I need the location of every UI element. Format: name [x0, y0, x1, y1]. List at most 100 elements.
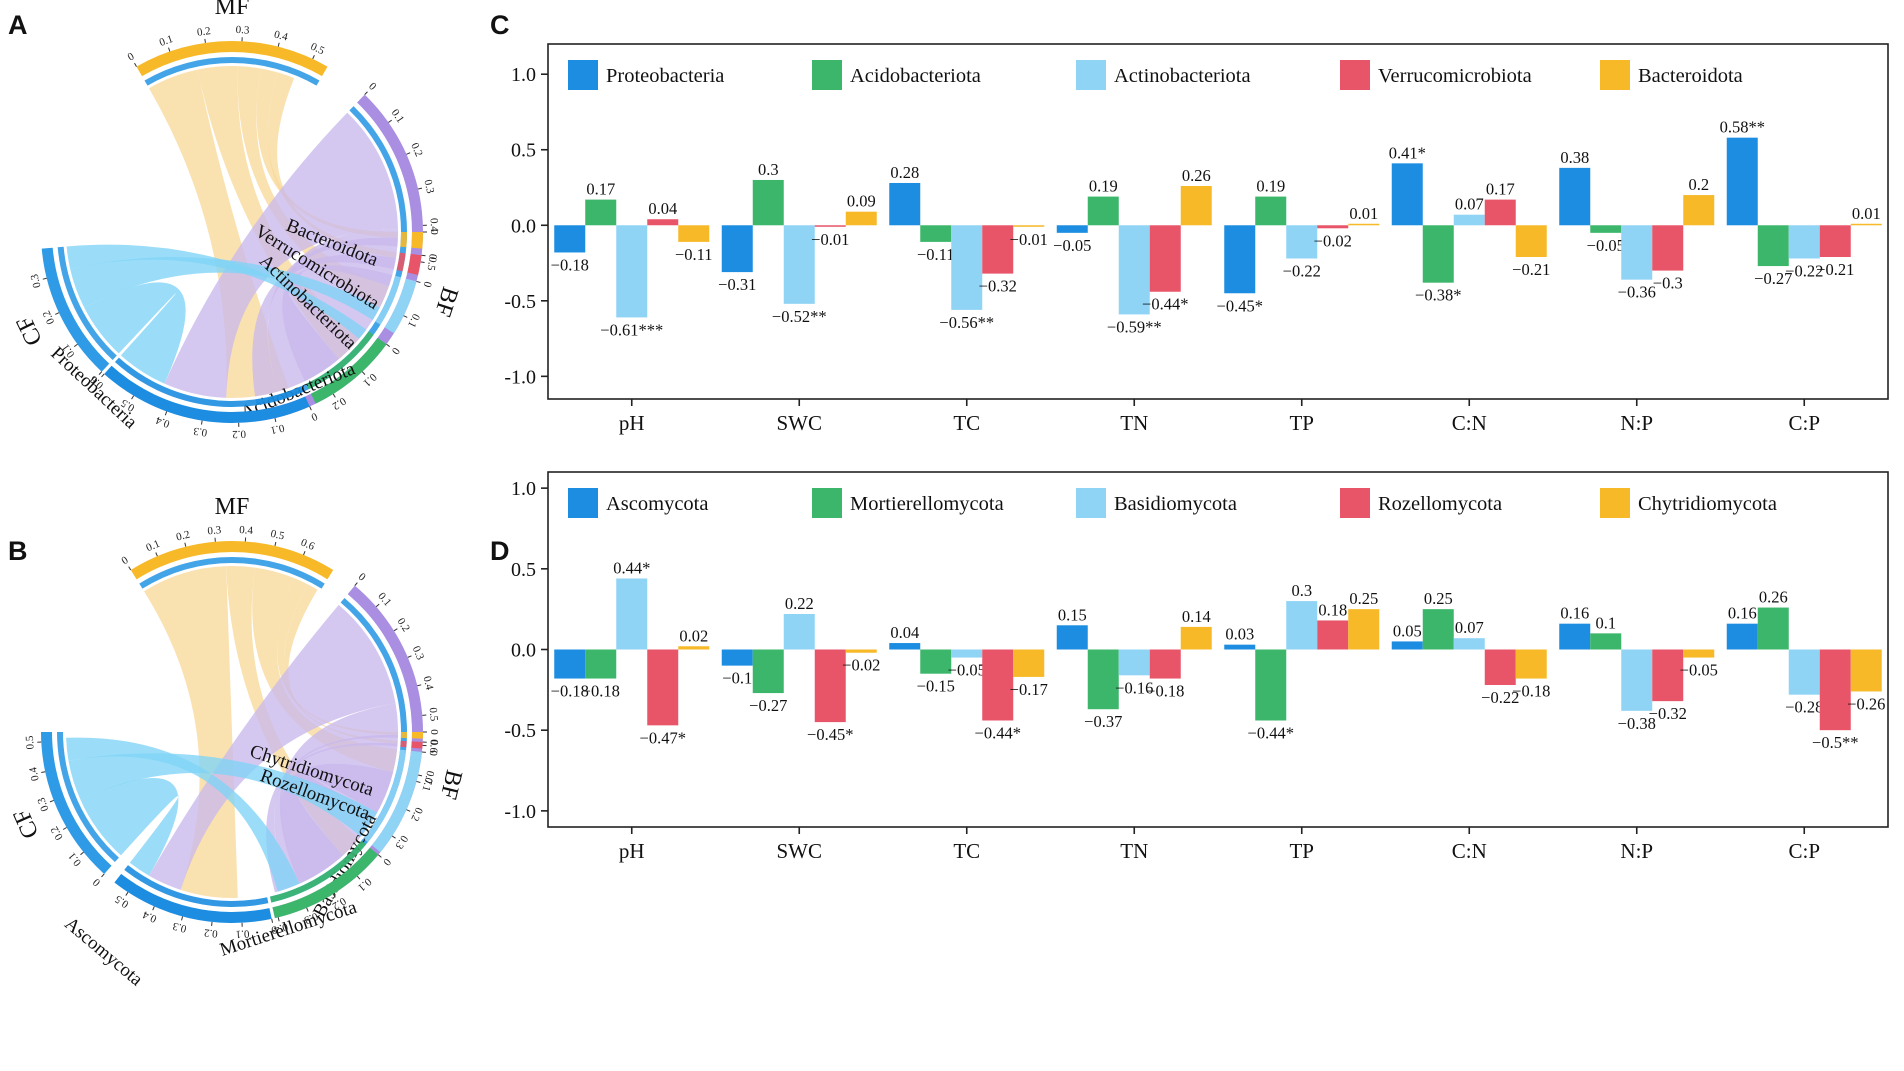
- bar-mortierellomycota-tp: [1255, 649, 1287, 721]
- data-label-actinobacteriota-tn: −0.59**: [1107, 317, 1162, 336]
- legend-label-bacteroidota: Bacteroidota: [1638, 65, 1743, 87]
- bar-verrucomicrobiota-swc: [814, 225, 846, 227]
- y-tick-label: 1.0: [511, 478, 536, 500]
- bar-acidobacteriota-c-n: [1422, 225, 1454, 283]
- inner-band-acidobacteriota: [306, 331, 374, 390]
- bar-basidiomycota-tc: [951, 649, 983, 658]
- bar-acidobacteriota-ph: [585, 199, 617, 226]
- ring-tick-label-bf: 0.1: [375, 590, 393, 608]
- data-label-mortierellomycota-tc: −0.15: [917, 677, 955, 696]
- ring-tick: [204, 38, 206, 43]
- data-label-chytridiomycota-c-n: −0.18: [1512, 682, 1550, 701]
- chord-ribbons: [66, 566, 398, 898]
- chord-ribbon-cf-proteobacteria: [84, 282, 186, 384]
- bar-acidobacteriota-tc: [920, 225, 952, 242]
- legend-swatch-basidiomycota: [1076, 488, 1106, 518]
- data-label-basidiomycota-tn: −0.16: [1115, 678, 1153, 697]
- ring-tick: [101, 373, 105, 378]
- ring-tick: [393, 628, 398, 632]
- bar-bacteroidota-tc: [1013, 225, 1045, 227]
- data-label-proteobacteria-c-n: 0.41*: [1389, 143, 1426, 162]
- data-label-bacteroidota-ph: −0.11: [675, 245, 713, 264]
- ring-tick-label-mf: 0: [119, 554, 130, 567]
- category-label-swc: SWC: [776, 411, 822, 435]
- chord-ribbon-bf-ascomycota: [149, 604, 396, 890]
- data-label-chytridiomycota-tc: −0.17: [1010, 680, 1048, 699]
- bar-actinobacteriota-tc: [951, 225, 983, 310]
- chord-ribbon-mf-proteobacteria: [149, 69, 289, 398]
- chord-ribbon-cf-basidiomycota: [68, 753, 378, 837]
- outer-arc-basidiomycota: [371, 750, 422, 853]
- ring-tick-label-actinobacteriota: 0: [420, 280, 433, 289]
- chord-ribbon-cf-acidobacteriota: [66, 244, 367, 339]
- data-label-verrucomicrobiota-n-p: −0.3: [1653, 274, 1683, 293]
- data-label-rozellomycota-tn: −0.18: [1146, 682, 1184, 701]
- ring-tick: [277, 42, 280, 47]
- ring-tick: [361, 371, 366, 375]
- y-tick-label: -1.0: [504, 366, 536, 388]
- bar-verrucomicrobiota-tc: [982, 225, 1014, 274]
- category-label-c-n: C:N: [1452, 839, 1487, 863]
- outer-arc-cf: [41, 732, 112, 874]
- data-label-proteobacteria-n-p: 0.38: [1560, 148, 1589, 167]
- ring-tick-label-bf: 0.3: [421, 179, 436, 196]
- ring-tick: [391, 835, 396, 839]
- data-label-actinobacteriota-ph: −0.61***: [600, 320, 663, 339]
- ring-tick-label-mf: 0: [126, 50, 137, 63]
- bar-actinobacteriota-n-p: [1621, 225, 1653, 280]
- bar-mortierellomycota-c-n: [1422, 609, 1454, 650]
- bar-bacteroidota-c-p: [1850, 223, 1882, 226]
- ring-tick-label-mf: 0.3: [235, 24, 250, 37]
- inner-band-cf: [57, 246, 117, 360]
- data-label-ascomycota-swc: −0.1: [722, 669, 752, 688]
- bar-proteobacteria-tn: [1056, 225, 1088, 233]
- data-label-mortierellomycota-c-p: 0.26: [1759, 588, 1788, 607]
- ring-tick: [417, 774, 423, 777]
- data-label-acidobacteriota-c-n: −0.38*: [1415, 286, 1461, 305]
- ring-tick: [274, 417, 277, 423]
- ring-tick-label-ascomycota: 0.1: [235, 927, 249, 940]
- bar-rozellomycota-ph: [647, 649, 679, 726]
- y-tick-label: -0.5: [504, 291, 536, 313]
- bar-ascomycota-c-p: [1726, 623, 1758, 650]
- bar-verrucomicrobiota-tp: [1317, 225, 1349, 229]
- legend-label-mortierellomycota: Mortierellomycota: [850, 493, 1004, 515]
- legend-swatch-acidobacteriota: [812, 60, 842, 90]
- outer-arc-mf: [136, 40, 328, 77]
- ring-tick: [416, 280, 421, 283]
- category-label-n-p: N:P: [1620, 839, 1653, 863]
- data-label-ascomycota-tn: 0.15: [1058, 605, 1087, 624]
- bar-ascomycota-tc: [889, 643, 921, 650]
- ring-tick: [388, 119, 393, 123]
- bar-basidiomycota-c-p: [1788, 649, 1820, 695]
- data-label-ascomycota-n-p: 0.16: [1560, 604, 1589, 623]
- category-label-tp: TP: [1289, 411, 1314, 435]
- bar-ascomycota-swc: [721, 649, 753, 666]
- data-label-proteobacteria-swc: −0.31: [718, 275, 756, 294]
- legend-label-actinobacteriota: Actinobacteriota: [1114, 65, 1251, 87]
- data-label-acidobacteriota-n-p: −0.05: [1587, 236, 1625, 255]
- ring-tick: [164, 411, 168, 416]
- ring-tick-label-bf: 0.4: [421, 675, 436, 692]
- data-label-ascomycota-tp: 0.03: [1225, 625, 1254, 644]
- legend-label-ascomycota: Ascomycota: [606, 493, 708, 515]
- ring-tick: [356, 875, 361, 880]
- ring-tick-label-mf: 0.5: [269, 528, 286, 543]
- bar-rozellomycota-tc: [982, 649, 1014, 721]
- legend-label-verrucomicrobiota: Verrucomicrobiota: [1378, 65, 1532, 87]
- data-label-mortierellomycota-tn: −0.37: [1084, 712, 1122, 731]
- data-label-proteobacteria-ph: −0.18: [551, 255, 589, 274]
- data-label-basidiomycota-c-p: −0.28: [1785, 698, 1823, 717]
- bar-actinobacteriota-c-n: [1453, 214, 1485, 226]
- bar-chytridiomycota-swc: [845, 649, 877, 653]
- ring-tick: [312, 55, 315, 60]
- data-label-bacteroidota-tc: −0.01: [1010, 230, 1048, 249]
- ring-tick: [155, 552, 158, 557]
- inner-band-chytridiomycota: [400, 732, 407, 739]
- data-label-proteobacteria-c-p: 0.58**: [1720, 118, 1765, 137]
- data-label-mortierellomycota-c-n: 0.25: [1424, 589, 1453, 608]
- ring-tick-label-bf: 0.3: [410, 644, 427, 662]
- legend-swatch-verrucomicrobiota: [1340, 60, 1370, 90]
- bar-bacteroidota-c-n: [1515, 225, 1547, 257]
- bar-chytridiomycota-c-p: [1850, 649, 1882, 692]
